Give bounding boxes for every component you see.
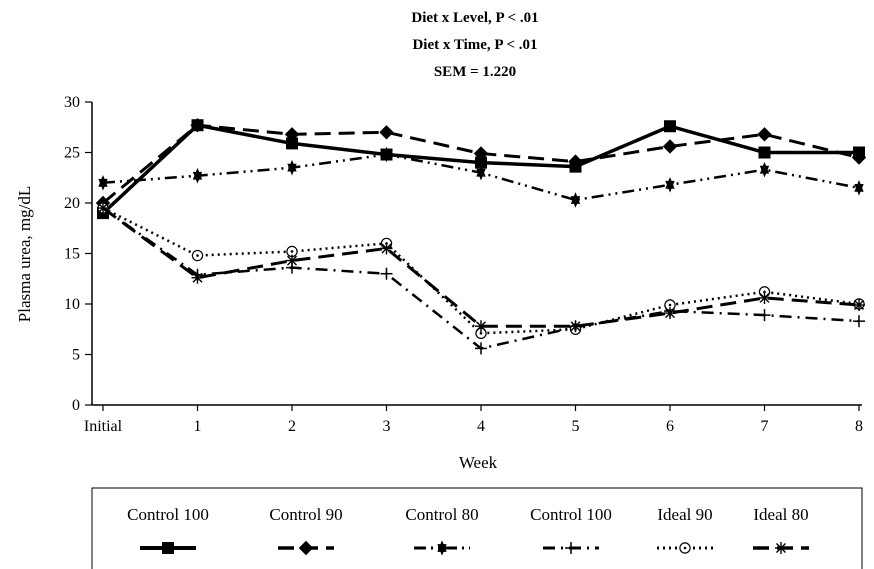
x-axis: Initial 1 2 3 4 5 6 7 8 Week — [84, 404, 863, 472]
data-point-diamond — [379, 125, 394, 140]
y-ticks: 0 5 10 15 20 25 30 — [64, 94, 92, 414]
data-point-plus — [758, 309, 771, 322]
star-icon — [437, 540, 447, 556]
legend-label: Ideal 80 — [753, 505, 808, 524]
legend-item: Ideal 90 — [657, 505, 713, 554]
series-3 — [98, 146, 864, 208]
data-point-diamond — [473, 146, 489, 161]
x-tick-label: 6 — [666, 418, 674, 435]
legend-label: Control 80 — [405, 505, 478, 524]
diamond-icon — [298, 540, 314, 556]
x-tick-label: 8 — [855, 418, 863, 435]
legend-box — [91, 487, 863, 569]
x-tick-label: 7 — [761, 418, 769, 435]
series-line — [102, 206, 860, 335]
legend-item: Control 80 — [405, 505, 479, 556]
data-point-star — [759, 161, 770, 178]
legend-item: Control 100 — [530, 505, 612, 554]
asterisk-icon — [775, 542, 787, 554]
data-point-asterisk — [853, 299, 865, 312]
data-point-diamond — [284, 127, 300, 142]
data-point-square — [664, 120, 676, 133]
legend-label: Control 90 — [269, 505, 342, 524]
data-point-star — [192, 167, 203, 184]
data-point-square — [758, 146, 771, 159]
data-point-plus — [475, 342, 487, 355]
data-point-diamond — [568, 154, 583, 169]
legend-label: Control 100 — [127, 505, 209, 524]
series-5 — [97, 202, 865, 339]
x-tick-label: 5 — [572, 418, 580, 435]
x-tick-label: 4 — [477, 418, 485, 435]
data-point-asterisk — [286, 254, 298, 267]
x-axis-title: Week — [459, 453, 498, 472]
y-tick-label: 0 — [72, 397, 80, 414]
series-layer — [95, 118, 867, 355]
legend-label: Control 100 — [530, 505, 612, 524]
data-point-asterisk — [97, 202, 109, 215]
data-point-asterisk — [569, 320, 582, 333]
data-point-square — [286, 137, 298, 150]
data-point-diamond — [757, 127, 772, 142]
legend-label: Ideal 90 — [657, 505, 712, 524]
chart-title: Diet x Level, P < .01 Diet x Time, P < .… — [411, 10, 538, 80]
legend-item: Ideal 80 — [753, 505, 809, 554]
data-point-circle — [286, 245, 298, 258]
series-line — [102, 206, 860, 328]
y-tick-label: 25 — [64, 145, 80, 162]
y-tick-label: 20 — [64, 195, 80, 212]
data-point-plus — [380, 267, 393, 280]
y-axis: 0 5 10 15 20 25 30 Plasma urea, mg/dL — [15, 94, 93, 414]
data-point-star — [381, 146, 392, 163]
plus-icon — [565, 542, 577, 554]
legend-item: Control 100 — [127, 505, 209, 554]
data-point-square — [475, 156, 487, 169]
data-point-diamond — [662, 139, 678, 154]
data-point-asterisk — [664, 307, 676, 320]
data-point-diamond — [190, 118, 205, 133]
data-point-star — [665, 177, 675, 193]
data-point-star — [476, 164, 486, 181]
title-line-2: Diet x Time, P < .01 — [412, 37, 537, 53]
title-line-1: Diet x Level, P < .01 — [411, 10, 538, 26]
x-tick-label: 3 — [383, 418, 391, 435]
x-tick-label: Initial — [84, 418, 123, 435]
circle-icon — [679, 542, 691, 554]
data-point-circle — [191, 249, 204, 262]
y-tick-label: 5 — [72, 347, 80, 364]
data-point-star — [287, 159, 297, 176]
data-point-asterisk — [475, 320, 487, 333]
series-6 — [97, 202, 865, 333]
y-axis-title: Plasma urea, mg/dL — [15, 186, 34, 322]
title-line-3: SEM = 1.220 — [434, 64, 516, 80]
legend-items: Control 100 Control 90 Control 80 Control 1… — [127, 505, 809, 556]
data-point-star — [854, 180, 864, 196]
y-tick-label: 15 — [64, 246, 80, 263]
legend-item: Control 90 — [269, 505, 343, 556]
data-point-star — [570, 192, 581, 208]
data-point-star — [98, 175, 108, 191]
square-icon — [162, 542, 174, 554]
y-tick-label: 10 — [64, 296, 80, 313]
data-point-asterisk — [191, 271, 204, 284]
x-tick-label: 2 — [288, 418, 296, 435]
data-point-asterisk — [380, 242, 393, 255]
x-tick-label: 1 — [194, 418, 202, 435]
series-2 — [95, 118, 867, 211]
legend: Control 100 Control 90 Control 80 Control 1… — [91, 487, 863, 569]
data-point-asterisk — [758, 291, 771, 304]
data-point-diamond — [851, 150, 867, 165]
data-point-plus — [853, 315, 865, 328]
y-tick-label: 30 — [64, 94, 80, 111]
x-ticks: Initial 1 2 3 4 5 6 7 8 — [84, 405, 863, 435]
